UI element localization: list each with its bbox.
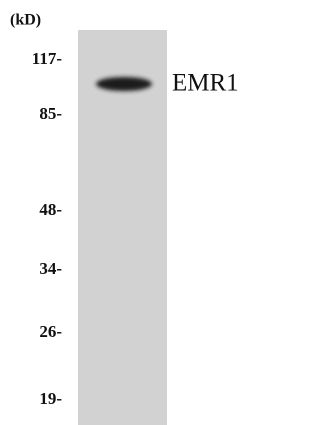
marker-label: 26- (39, 322, 62, 341)
marker-label: 34- (39, 259, 62, 278)
band (96, 77, 152, 91)
marker-label: 19- (39, 389, 62, 408)
blot-figure: (kD) 117- 85- 48- 34- 26- 19- EMR1 (0, 0, 265, 425)
band-label: EMR1 (172, 70, 239, 97)
marker-label: 48- (39, 200, 62, 219)
marker-label: 117- (32, 49, 63, 68)
unit-label: (kD) (10, 12, 41, 29)
marker-label: 85- (39, 104, 62, 123)
